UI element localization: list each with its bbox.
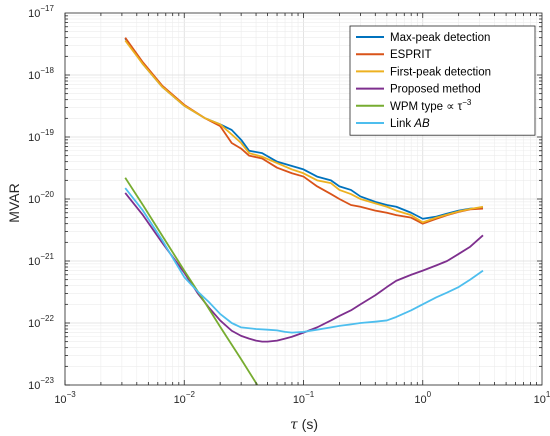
series-line-first-peak-detection — [124, 39, 484, 224]
x-tick-label: 10−2 — [174, 390, 196, 406]
series-lines — [124, 37, 484, 385]
y-tick-label: 10−22 — [28, 314, 54, 330]
y-tick-label: 10−19 — [28, 128, 54, 144]
x-tick-label: 100 — [414, 390, 431, 406]
y-tick-label: 10−20 — [28, 190, 54, 206]
y-axis-label: MVAR — [6, 183, 22, 222]
legend-label-esprit: ESPRIT — [390, 49, 432, 61]
y-tick-label: 10−21 — [28, 252, 54, 268]
legend: Max-peak detection ESPRIT First-peak detec… — [349, 25, 536, 136]
x-tick-label: 10−1 — [293, 390, 315, 406]
axis-ticks — [64, 13, 542, 386]
series-line-wpm-type — [124, 177, 259, 385]
x-tick-label: 10−3 — [54, 390, 76, 406]
legend-label-wpm-type: WPM type ∝ τ−3 — [390, 98, 472, 113]
y-tick-label: 10−17 — [28, 4, 54, 20]
legend-box — [349, 25, 536, 136]
legend-label-first-peak-detection: First-peak detection — [390, 66, 491, 78]
legend-label-proposed-method: Proposed method — [390, 84, 481, 96]
y-tick-labels: 10−23 10−22 10−21 10−20 10−19 10−18 10−17 — [28, 4, 54, 392]
series-line-proposed-method — [124, 192, 484, 343]
legend-label-max-peak-detection: Max-peak detection — [390, 32, 490, 44]
x-tick-label: 101 — [534, 390, 550, 406]
x-tick-labels: 10−3 10−2 10−1 100 101 — [54, 390, 550, 406]
legend-label-link-ab: Link AB — [390, 118, 430, 130]
series-line-link-ab — [124, 187, 484, 334]
x-axis-label: τ (s) — [290, 416, 318, 433]
y-tick-label: 10−23 — [28, 376, 54, 392]
y-tick-label: 10−18 — [28, 66, 54, 82]
